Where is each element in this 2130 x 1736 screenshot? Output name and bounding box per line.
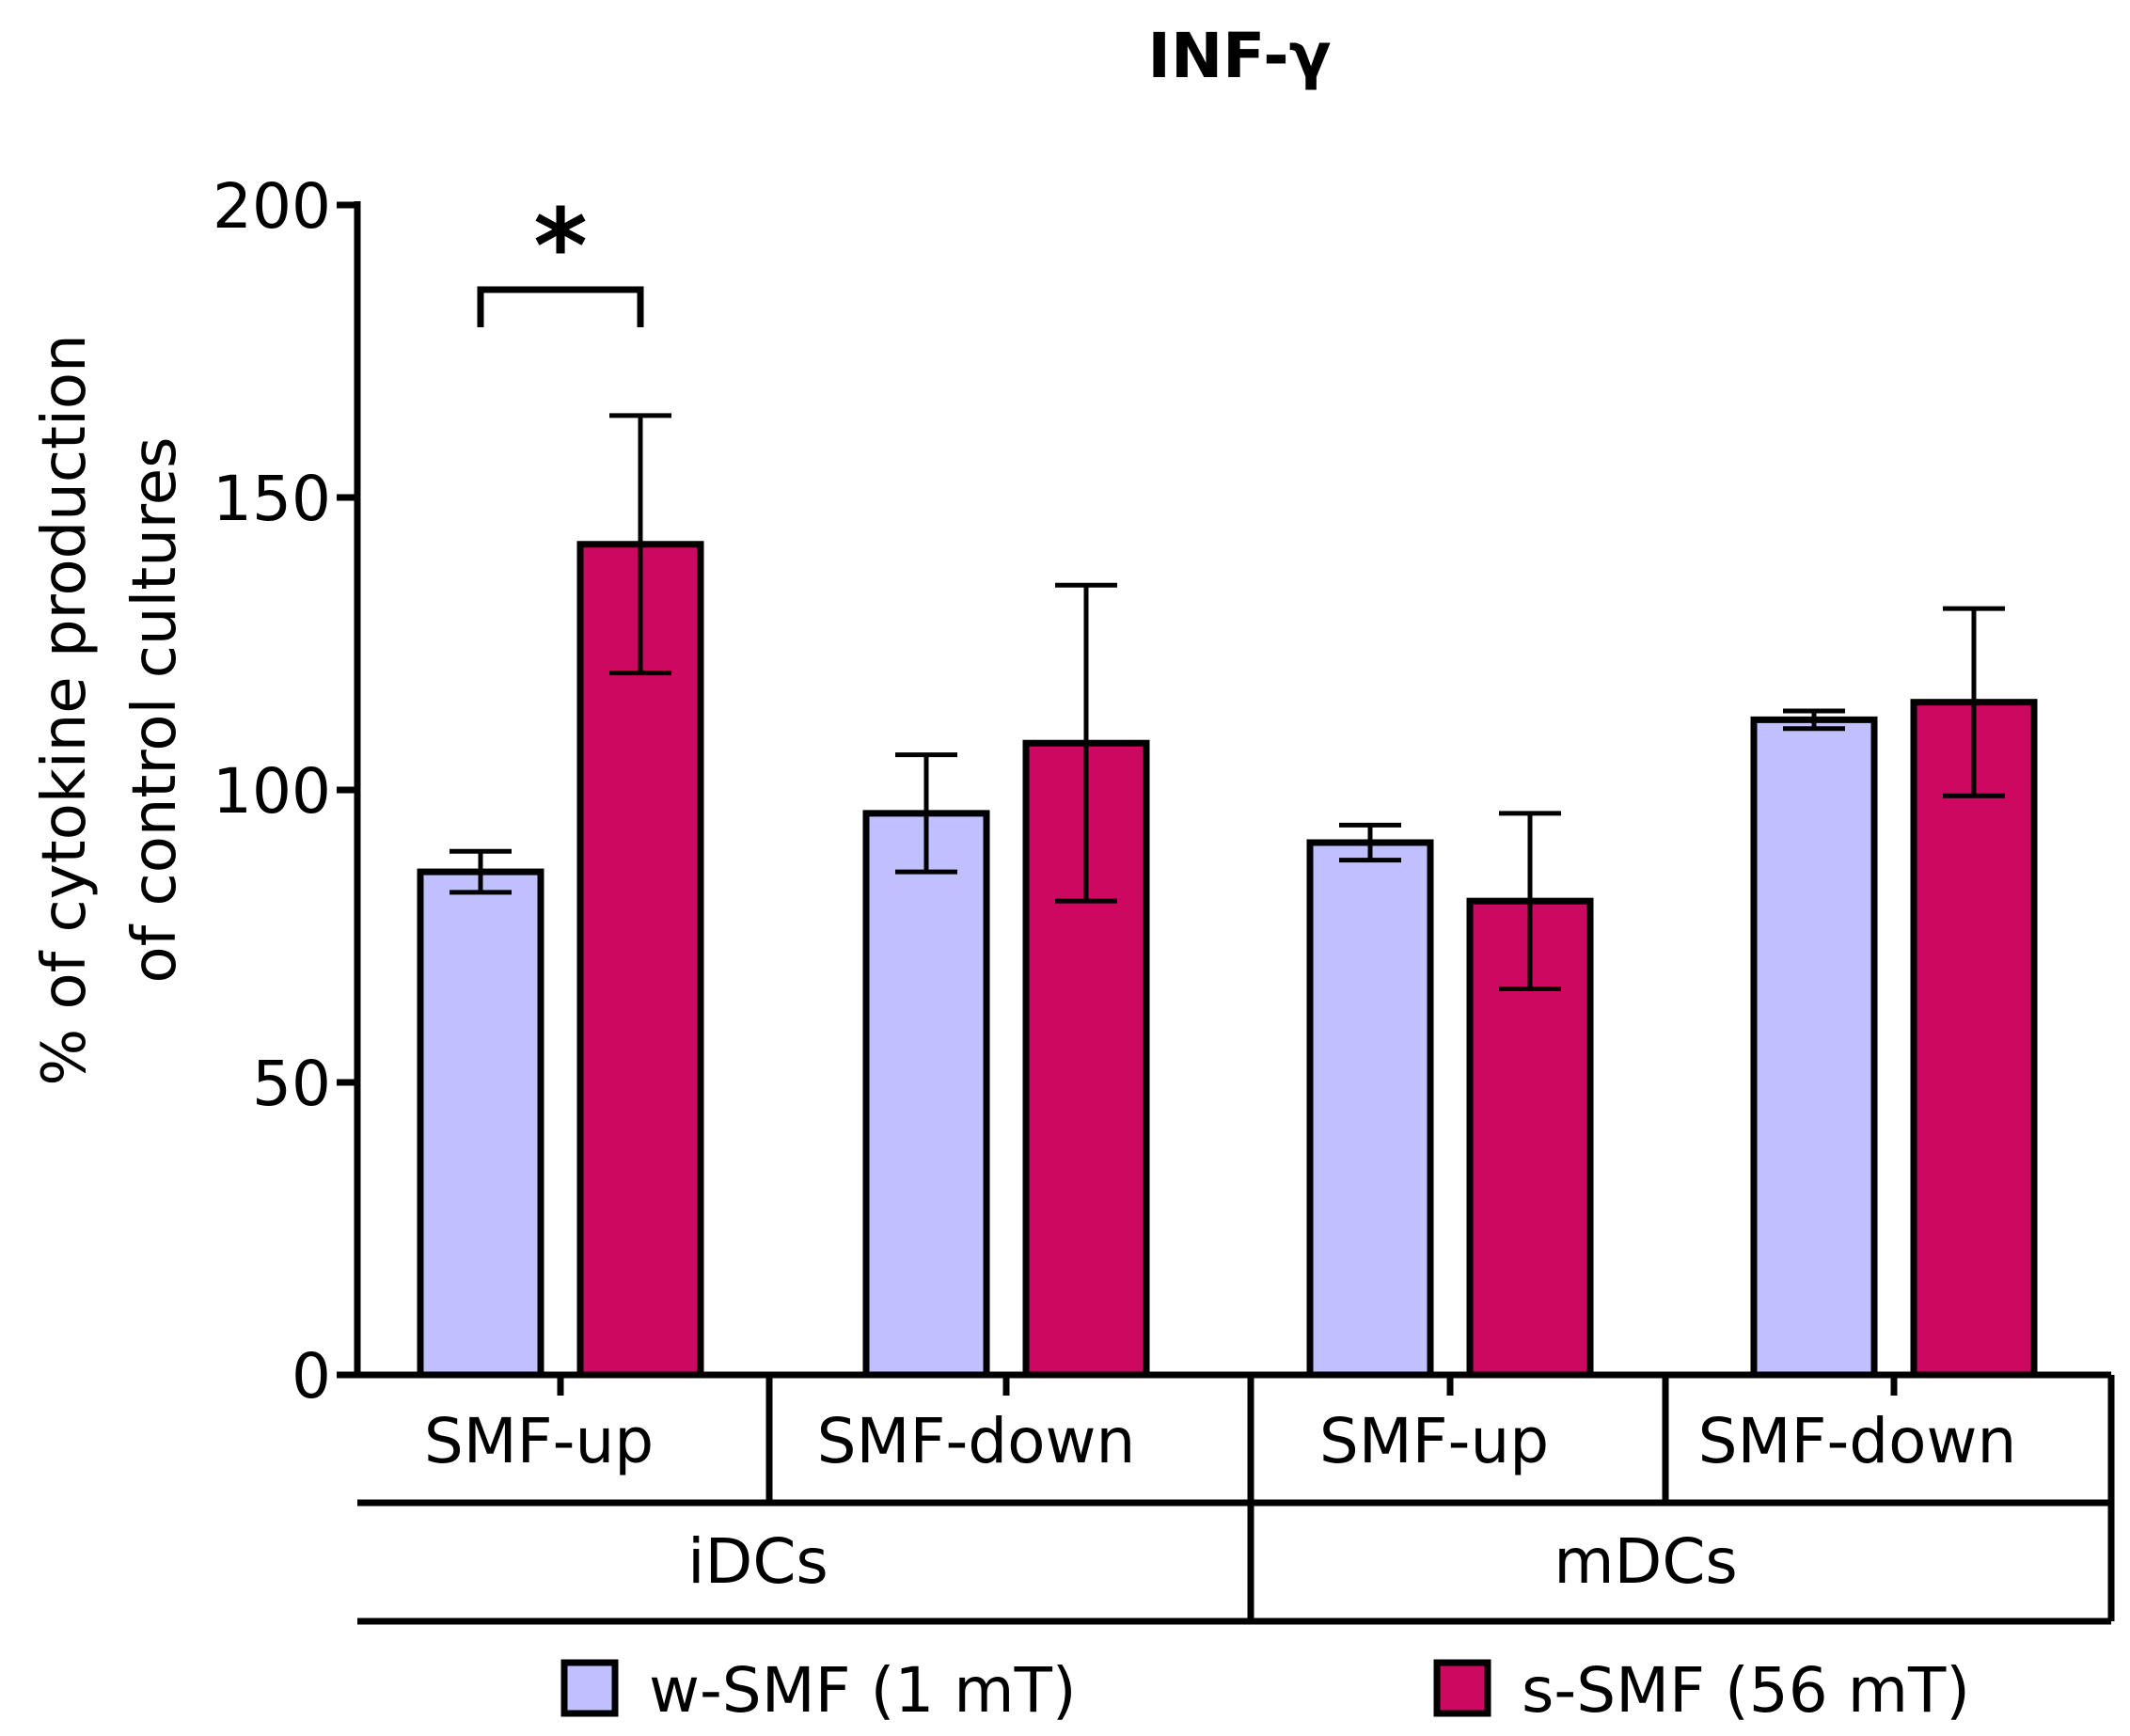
chart-title: INF-γ: [1147, 20, 1331, 92]
bar-w-smf-1: [862, 810, 990, 1379]
category-label-0: SMF-up: [424, 1405, 654, 1477]
bar-w-smf-3: [1750, 716, 1878, 1379]
plot-area: 0 50 100 150 200 * SMF-up SMF-down SMF-up SMF-dow…: [213, 170, 2115, 1727]
legend-swatch-1: [1433, 1659, 1491, 1717]
bar-w-smf-0: [417, 868, 544, 1379]
y-tick-label-0: 0: [292, 1340, 331, 1412]
bar-s-smf-3: [1910, 699, 2038, 1379]
category-label-3: SMF-down: [1698, 1405, 2017, 1477]
y-tick-label-3: 150: [213, 463, 331, 535]
legend-label-0: w-SMF (1 mT): [649, 1654, 1077, 1727]
legend-label-1: s-SMF (56 mT): [1522, 1654, 1970, 1727]
y-tick-label-1: 50: [252, 1048, 331, 1120]
significance-bracket-0: [477, 286, 644, 327]
group-label-mdcs: mDCs: [1554, 1525, 1738, 1598]
y-axis-label-line-1: % of cytokine production: [30, 334, 100, 1085]
category-label-2: SMF-up: [1319, 1405, 1549, 1477]
y-axis-label: % of cytokine production of control cult…: [30, 334, 190, 1085]
y-axis-label-line-2: of control cultures: [120, 436, 190, 983]
y-tick-label-4: 200: [213, 170, 331, 243]
y-tick-label-2: 100: [213, 755, 331, 828]
bar-w-smf-2: [1306, 839, 1434, 1379]
legend-swatch-0: [560, 1659, 619, 1717]
category-label-1: SMF-down: [817, 1405, 1136, 1477]
group-label-idcs: iDCs: [687, 1525, 828, 1598]
significance-marker-0: *: [533, 186, 588, 307]
